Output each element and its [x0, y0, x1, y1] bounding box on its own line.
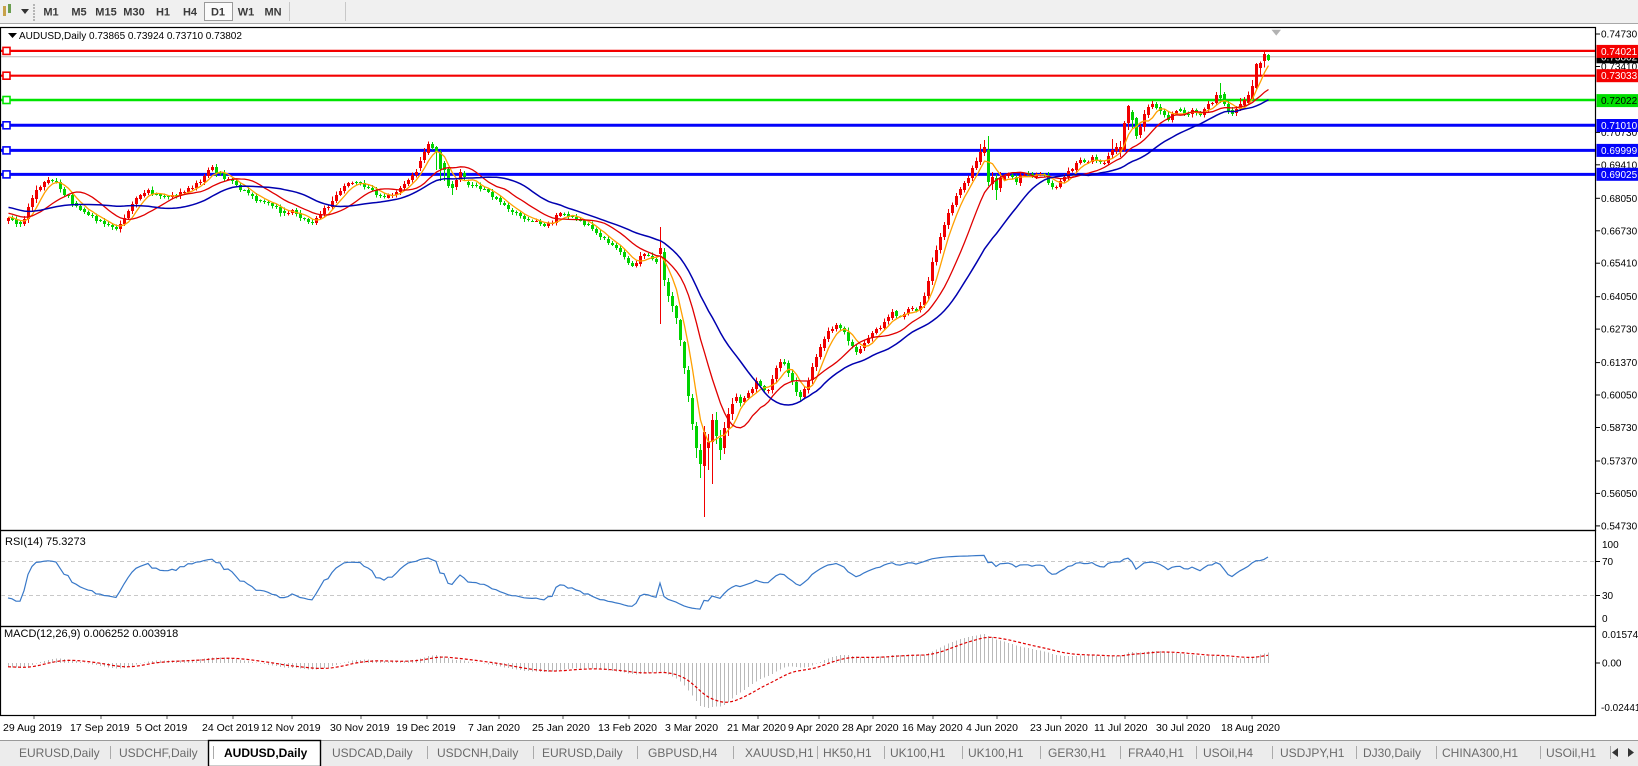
- svg-text:23 Jun 2020: 23 Jun 2020: [1030, 722, 1088, 734]
- svg-text:0.72022: 0.72022: [1601, 96, 1638, 107]
- svg-text:M1: M1: [43, 7, 58, 19]
- svg-text:0.74021: 0.74021: [1601, 47, 1638, 58]
- svg-text:XAUUSD,H1: XAUUSD,H1: [745, 746, 814, 760]
- svg-text:0.65410: 0.65410: [1601, 259, 1638, 270]
- svg-text:M15: M15: [95, 7, 116, 19]
- svg-text:9 Apr 2020: 9 Apr 2020: [788, 722, 839, 734]
- svg-text:FRA40,H1: FRA40,H1: [1128, 746, 1184, 760]
- svg-text:18 Aug 2020: 18 Aug 2020: [1221, 722, 1280, 734]
- svg-text:13 Feb 2020: 13 Feb 2020: [598, 722, 657, 734]
- svg-text:DJ30,Daily: DJ30,Daily: [1363, 746, 1421, 760]
- svg-text:CHINA300,H1: CHINA300,H1: [1442, 746, 1518, 760]
- svg-text:USDJPY,H1: USDJPY,H1: [1280, 746, 1345, 760]
- svg-text:17 Sep 2019: 17 Sep 2019: [70, 722, 130, 734]
- svg-text:GBPUSD,H4: GBPUSD,H4: [648, 746, 718, 760]
- svg-text:M30: M30: [123, 7, 144, 19]
- svg-text:0.69999: 0.69999: [1601, 146, 1638, 157]
- svg-text:D1: D1: [211, 7, 225, 19]
- svg-text:0.00: 0.00: [1602, 659, 1622, 670]
- svg-text:12 Nov 2019: 12 Nov 2019: [261, 722, 321, 734]
- svg-text:0.64050: 0.64050: [1601, 292, 1638, 303]
- svg-text:100: 100: [1602, 540, 1619, 551]
- svg-text:AUDUSD,Daily 0.73865 0.73924: AUDUSD,Daily 0.73865 0.73924 0.73710 0.7…: [19, 31, 242, 42]
- svg-text:21 Mar 2020: 21 Mar 2020: [727, 722, 786, 734]
- svg-text:GER30,H1: GER30,H1: [1048, 746, 1106, 760]
- svg-text:28 Apr 2020: 28 Apr 2020: [842, 722, 899, 734]
- svg-text:16 May 2020: 16 May 2020: [902, 722, 963, 734]
- svg-text:USDCNH,Daily: USDCNH,Daily: [437, 746, 518, 760]
- svg-text:MACD(12,26,9) 0.006252 0.00391: MACD(12,26,9) 0.006252 0.003918: [4, 628, 178, 640]
- svg-text:0.57370: 0.57370: [1601, 457, 1638, 468]
- svg-text:AUDUSD,Daily: AUDUSD,Daily: [224, 746, 308, 760]
- svg-text:30: 30: [1602, 591, 1614, 602]
- svg-text:EURUSD,Daily: EURUSD,Daily: [19, 746, 100, 760]
- svg-text:11 Jul 2020: 11 Jul 2020: [1094, 722, 1148, 734]
- svg-text:0.73410: 0.73410: [1601, 62, 1638, 73]
- svg-text:19 Dec 2019: 19 Dec 2019: [396, 722, 456, 734]
- svg-text:30 Jul 2020: 30 Jul 2020: [1156, 722, 1210, 734]
- svg-text:4 Jun 2020: 4 Jun 2020: [966, 722, 1018, 734]
- svg-text:RSI(14) 75.3273: RSI(14) 75.3273: [5, 536, 86, 548]
- svg-text:HK50,H1: HK50,H1: [823, 746, 872, 760]
- svg-text:0.58730: 0.58730: [1601, 423, 1638, 434]
- svg-text:0.69410: 0.69410: [1601, 160, 1638, 171]
- svg-text:USDCHF,Daily: USDCHF,Daily: [119, 746, 198, 760]
- svg-text:30 Nov 2019: 30 Nov 2019: [330, 722, 390, 734]
- svg-text:0.73033: 0.73033: [1601, 71, 1638, 82]
- svg-text:0.60050: 0.60050: [1601, 391, 1638, 402]
- svg-text:W1: W1: [238, 7, 255, 19]
- svg-text:0.62730: 0.62730: [1601, 325, 1638, 336]
- svg-text:0.66730: 0.66730: [1601, 226, 1638, 237]
- svg-text:UK100,H1: UK100,H1: [890, 746, 946, 760]
- svg-text:25 Jan 2020: 25 Jan 2020: [532, 722, 590, 734]
- svg-text:USDCAD,Daily: USDCAD,Daily: [332, 746, 413, 760]
- svg-text:7 Jan 2020: 7 Jan 2020: [468, 722, 520, 734]
- svg-text:29 Aug 2019: 29 Aug 2019: [3, 722, 62, 734]
- svg-text:UK100,H1: UK100,H1: [968, 746, 1024, 760]
- svg-text:0.71010: 0.71010: [1601, 121, 1638, 132]
- svg-text:H4: H4: [183, 7, 198, 19]
- svg-text:0.015741: 0.015741: [1602, 630, 1638, 641]
- svg-text:M5: M5: [71, 7, 86, 19]
- svg-text:70: 70: [1602, 557, 1614, 568]
- svg-text:0.61370: 0.61370: [1601, 358, 1638, 369]
- svg-text:USOil,H1: USOil,H1: [1546, 746, 1596, 760]
- svg-text:0.69025: 0.69025: [1601, 170, 1638, 181]
- svg-text:USOil,H4: USOil,H4: [1203, 746, 1253, 760]
- svg-text:H1: H1: [156, 7, 170, 19]
- svg-text:MN: MN: [264, 7, 281, 19]
- svg-text:0.54730: 0.54730: [1601, 521, 1638, 532]
- svg-text:EURUSD,Daily: EURUSD,Daily: [542, 746, 623, 760]
- svg-text:0.70730: 0.70730: [1601, 128, 1638, 139]
- svg-text:24 Oct 2019: 24 Oct 2019: [202, 722, 259, 734]
- svg-text:0.56050: 0.56050: [1601, 489, 1638, 500]
- svg-text:0.74730: 0.74730: [1601, 30, 1638, 41]
- svg-text:0: 0: [1602, 614, 1608, 625]
- svg-text:5 Oct 2019: 5 Oct 2019: [136, 722, 188, 734]
- svg-text:0.68050: 0.68050: [1601, 194, 1638, 205]
- svg-text:3 Mar 2020: 3 Mar 2020: [665, 722, 718, 734]
